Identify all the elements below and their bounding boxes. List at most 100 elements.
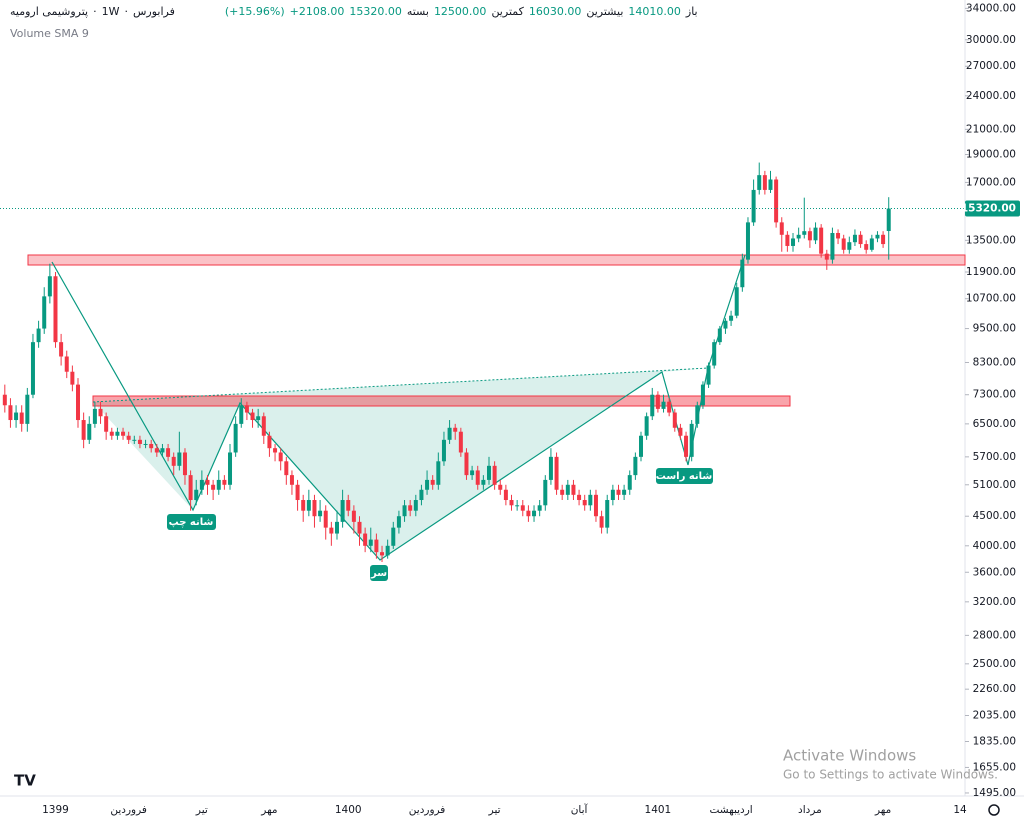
candle-body bbox=[599, 516, 604, 528]
candle-body bbox=[143, 443, 148, 445]
y-tick-label: 10700.00 bbox=[966, 293, 1016, 305]
candle-body bbox=[610, 489, 615, 501]
candle-body bbox=[622, 489, 627, 495]
candle-body bbox=[430, 479, 435, 485]
neckline-zone bbox=[92, 395, 791, 407]
candle-body bbox=[706, 365, 711, 385]
candle-body bbox=[334, 521, 339, 534]
candle-body bbox=[351, 510, 356, 522]
candle-body bbox=[661, 401, 666, 409]
candle-body bbox=[667, 401, 672, 413]
candle-body bbox=[858, 234, 863, 245]
candle-body bbox=[655, 394, 660, 409]
x-tick-label: مرداد bbox=[798, 804, 822, 816]
candle-body bbox=[385, 545, 390, 556]
candle-body bbox=[239, 405, 244, 424]
candle-body bbox=[791, 238, 796, 246]
change: +2108.00 bbox=[289, 5, 345, 18]
candle-body bbox=[689, 423, 694, 457]
y-tick-label: 4500.00 bbox=[973, 510, 1016, 522]
candle-body bbox=[329, 527, 334, 534]
candle-body bbox=[188, 475, 193, 501]
x-tick-label: مهر bbox=[260, 804, 277, 816]
x-tick-label: 1399 bbox=[42, 804, 69, 816]
high-label: بیشترین bbox=[586, 5, 624, 18]
header: پتروشیمی ارومیه · 1W · فرابورس (+15.96%) +… bbox=[10, 5, 698, 18]
candle-body bbox=[149, 443, 154, 449]
candle-body bbox=[374, 539, 379, 553]
y-tick-label: 5700.00 bbox=[973, 451, 1016, 463]
candle-body bbox=[560, 489, 565, 495]
candle-body bbox=[368, 539, 373, 546]
interval: 1W bbox=[101, 5, 120, 18]
open: 14010.00 bbox=[628, 5, 681, 18]
candle-body bbox=[402, 505, 407, 517]
candle-body bbox=[441, 439, 446, 462]
candle-body bbox=[582, 500, 587, 506]
annotation-box bbox=[656, 468, 713, 484]
candle-body bbox=[847, 242, 852, 250]
annotation: سر bbox=[370, 568, 387, 579]
annotation: شانه چپ bbox=[169, 517, 214, 528]
candle-body bbox=[36, 328, 41, 343]
close: 15320.00 bbox=[349, 5, 402, 18]
candle-body bbox=[205, 479, 210, 485]
candle-body bbox=[577, 494, 582, 501]
candle-body bbox=[875, 234, 880, 239]
y-tick-label: 3600.00 bbox=[973, 566, 1016, 578]
candle-body bbox=[98, 408, 103, 417]
symbol: پتروشیمی ارومیه bbox=[10, 5, 89, 18]
candle-body bbox=[515, 505, 520, 507]
candle-body bbox=[593, 494, 598, 517]
candle-body bbox=[413, 500, 418, 511]
y-tick-label: 9500.00 bbox=[973, 323, 1016, 335]
pattern-area bbox=[93, 368, 708, 560]
candle-body bbox=[830, 232, 835, 260]
x-tick-label: تیر bbox=[195, 804, 208, 816]
candle-body bbox=[537, 505, 542, 511]
pattern-line bbox=[92, 367, 709, 403]
candle-body bbox=[8, 405, 13, 421]
last-price-box bbox=[965, 200, 1020, 217]
candle-body bbox=[19, 412, 24, 424]
candle-body bbox=[109, 431, 114, 436]
candle-body bbox=[70, 371, 75, 385]
candle-body bbox=[211, 484, 216, 490]
x-tick-label: 1401 bbox=[645, 804, 672, 816]
candle-body bbox=[745, 222, 750, 260]
y-tick-label: 8300.00 bbox=[973, 356, 1016, 368]
x-tick-label: 1400 bbox=[335, 804, 362, 816]
candle-body bbox=[30, 342, 35, 395]
candle-body bbox=[2, 394, 7, 406]
candle-body bbox=[503, 489, 508, 501]
candle-body bbox=[177, 452, 182, 466]
candle-body bbox=[532, 510, 537, 517]
candle-body bbox=[762, 175, 767, 190]
candle-body bbox=[160, 448, 165, 453]
candle-body bbox=[627, 475, 632, 490]
candle-body bbox=[481, 479, 486, 485]
settings-button[interactable] bbox=[988, 804, 1000, 816]
indicator: Volume SMA 9 bbox=[10, 27, 89, 40]
watermark-subtitle: Go to Settings to activate Windows. bbox=[783, 768, 998, 782]
candle-body bbox=[779, 222, 784, 235]
y-tick-label: 1495.00 bbox=[973, 787, 1016, 799]
candle-body bbox=[796, 234, 801, 239]
y-tick-label: 1655.00 bbox=[973, 761, 1016, 773]
candle-body bbox=[813, 227, 818, 241]
candle-body bbox=[678, 427, 683, 436]
last-price-label: 15320.00 bbox=[961, 203, 1016, 215]
annotation: شانه راست bbox=[656, 471, 713, 482]
pattern: شانه چپ سر شانه راست bbox=[27, 254, 966, 581]
candle-body bbox=[391, 527, 396, 546]
candle-body bbox=[447, 427, 452, 440]
y-tick-label: 24000.00 bbox=[966, 90, 1016, 102]
candle-body bbox=[137, 439, 142, 444]
y-tick-label: 7300.00 bbox=[973, 389, 1016, 401]
candle-body bbox=[700, 384, 705, 406]
candle-body bbox=[464, 452, 469, 476]
y-tick-label: 2035.00 bbox=[973, 710, 1016, 722]
candle-body bbox=[486, 465, 491, 480]
candle-body bbox=[639, 435, 644, 457]
